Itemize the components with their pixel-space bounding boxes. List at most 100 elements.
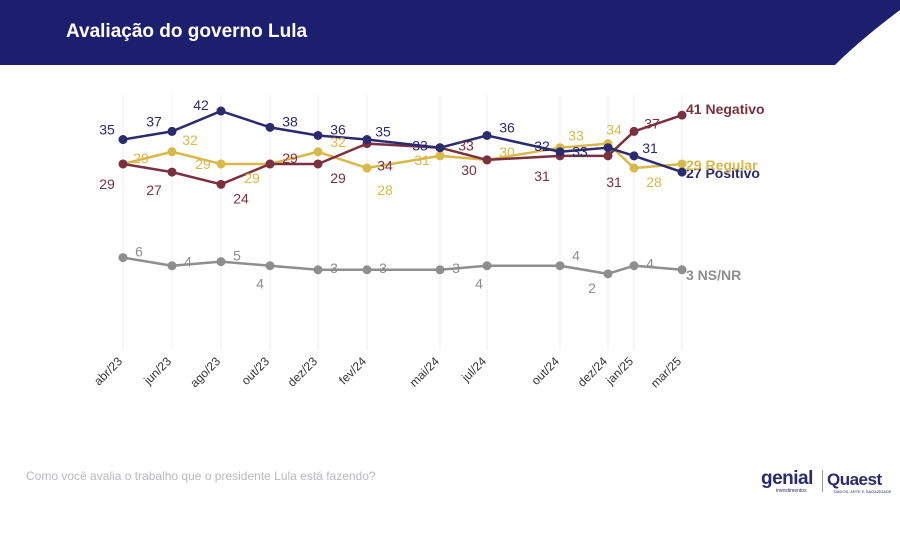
data-label-nsnr: 4 xyxy=(572,248,580,264)
data-point-negativo xyxy=(118,159,128,169)
data-label-positivo: 35 xyxy=(99,122,115,138)
data-point-nsnr xyxy=(167,261,177,271)
data-point-negativo xyxy=(167,167,177,177)
x-tick-label: mar/25 xyxy=(648,354,685,391)
data-label-positivo: 33 xyxy=(572,144,588,160)
data-label-negativo: 29 xyxy=(330,170,346,186)
data-label-positivo: 36 xyxy=(330,121,346,137)
data-label-positivo: 32 xyxy=(534,138,550,154)
data-label-negativo: 27 xyxy=(146,182,162,198)
series-line-nsnr xyxy=(122,256,683,276)
data-label-regular: 29 xyxy=(244,170,260,186)
data-point-negativo xyxy=(265,159,275,169)
data-point-nsnr xyxy=(118,253,128,263)
data-label-regular: 32 xyxy=(330,134,346,150)
x-tick-label: fev/24 xyxy=(336,354,369,387)
data-point-nsnr xyxy=(362,265,372,275)
data-point-negativo xyxy=(677,110,687,120)
data-point-regular xyxy=(435,151,445,161)
data-point-negativo xyxy=(629,126,639,136)
data-label-regular: 31 xyxy=(414,152,430,168)
quaest-logo-subtitle: DADOS, ARTE E SAGAZIDADE xyxy=(834,489,892,494)
data-label-negativo: 34 xyxy=(377,158,393,174)
series-line-positivo xyxy=(122,109,683,174)
data-label-nsnr: 6 xyxy=(135,244,143,260)
data-point-nsnr xyxy=(555,261,565,271)
data-point-negativo xyxy=(482,155,492,165)
data-label-positivo: 36 xyxy=(499,119,515,135)
x-tick-label: mai/24 xyxy=(407,354,443,390)
x-tick-label: dez/24 xyxy=(575,354,611,390)
data-label-negativo: 24 xyxy=(233,190,249,206)
data-label-regular: 29 xyxy=(195,156,211,172)
line-chart: abr/23 jun/23 ago/23 out/23 dez/23 fev/24 mai/… xyxy=(91,95,765,391)
data-label-nsnr: 2 xyxy=(588,280,596,296)
data-label-regular: 29 xyxy=(133,150,149,166)
data-point-regular xyxy=(362,163,372,173)
data-point-regular xyxy=(677,159,687,169)
data-label-nsnr: 3 xyxy=(452,260,460,276)
data-label-nsnr: 4 xyxy=(475,276,483,292)
data-point-negativo xyxy=(603,151,613,161)
data-label-regular: 30 xyxy=(499,144,515,160)
quaest-logo: Quaest xyxy=(827,470,882,489)
data-point-nsnr xyxy=(435,265,445,275)
x-tick-label: dez/23 xyxy=(285,354,321,390)
data-label-positivo: 38 xyxy=(282,113,298,129)
data-point-positivo xyxy=(265,122,275,132)
data-point-nsnr xyxy=(265,261,275,271)
data-label-negativo: 33 xyxy=(458,138,474,154)
data-point-nsnr xyxy=(677,265,687,275)
data-label-negativo: 29 xyxy=(282,150,298,166)
data-point-positivo xyxy=(362,135,372,145)
data-point-regular xyxy=(313,147,323,157)
data-label-positivo: 42 xyxy=(193,97,209,113)
data-label-negativo: 31 xyxy=(534,168,550,184)
survey-question: Como você avalia o trabalho que o presid… xyxy=(26,469,376,483)
data-label-negativo: 29 xyxy=(99,176,115,192)
data-label-nsnr: 3 xyxy=(330,260,338,276)
data-label-positivo: 35 xyxy=(375,124,391,140)
x-tick-label: jun/23 xyxy=(140,354,174,388)
x-tick-label: jul/24 xyxy=(458,354,489,385)
data-point-negativo xyxy=(216,179,226,189)
data-point-regular xyxy=(216,159,226,169)
data-point-positivo xyxy=(555,147,565,157)
x-tick-label: ago/23 xyxy=(187,354,223,390)
data-point-nsnr xyxy=(629,261,639,271)
x-tick-label: out/24 xyxy=(529,354,563,388)
data-label-negativo: 31 xyxy=(606,174,622,190)
data-label-regular: 34 xyxy=(606,122,622,138)
logo-divider xyxy=(822,470,823,492)
data-point-positivo xyxy=(167,126,177,136)
data-point-regular xyxy=(629,163,639,173)
end-label-regular: 29 Regular xyxy=(686,157,758,173)
data-label-negativo: 37 xyxy=(644,115,660,131)
data-point-positivo xyxy=(118,135,128,145)
data-label-positivo: 37 xyxy=(146,113,162,129)
data-point-nsnr xyxy=(482,261,492,271)
genial-logo-subtitle: investimentos xyxy=(776,488,807,494)
data-label-regular: 33 xyxy=(568,128,584,144)
data-point-nsnr xyxy=(603,269,613,279)
data-label-positivo: 33 xyxy=(412,138,428,154)
data-point-negativo xyxy=(313,159,323,169)
end-label-negativo: 41 Negativo xyxy=(686,101,765,117)
genial-logo: genial xyxy=(761,468,813,489)
data-point-regular xyxy=(167,147,177,157)
header-background xyxy=(0,0,900,65)
data-label-regular: 28 xyxy=(377,182,393,198)
data-label-nsnr: 4 xyxy=(184,254,192,270)
data-point-positivo xyxy=(629,151,639,161)
data-label-positivo: 31 xyxy=(642,140,658,156)
data-point-positivo xyxy=(313,130,323,140)
page-title: Avaliação do governo Lula xyxy=(66,21,308,42)
series-line-negativo xyxy=(122,113,683,186)
end-label-positivo: 27 Positivo xyxy=(686,165,760,181)
data-point-positivo xyxy=(482,130,492,140)
header-banner: Avaliação do governo Lula xyxy=(0,0,900,65)
data-point-positivo xyxy=(435,143,445,153)
x-tick-label: out/23 xyxy=(239,354,273,388)
x-tick-label: jan/25 xyxy=(602,354,636,388)
data-label-nsnr: 4 xyxy=(646,256,654,272)
